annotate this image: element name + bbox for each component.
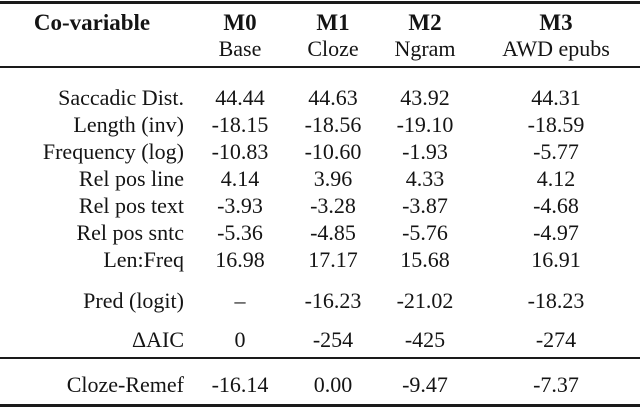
table-row-rel-pos-text: Rel pos text -3.93 -3.28 -3.87 -4.68 <box>0 192 640 219</box>
cell-value: -5.36 <box>217 220 263 245</box>
cell-value: -7.37 <box>472 358 640 407</box>
model-stats-rows: Pred (logit) – -16.23 -21.02 -18.23 ΔAIC… <box>0 273 640 359</box>
cell-value: 44.63 <box>308 85 358 110</box>
cell-value: -18.23 <box>527 288 585 313</box>
column-subtitle-m2: Ngram <box>378 36 472 68</box>
header-row-model-subtitles: Base Cloze Ngram AWD epubs <box>0 36 640 68</box>
column-header-m2: M2 <box>408 10 442 35</box>
cell-value: 4.33 <box>405 166 445 191</box>
table-header: Co-variable M0 M1 M2 M3 Base Cloze Ngram… <box>0 3 640 68</box>
column-header-m3: M3 <box>539 10 573 35</box>
cell-value: -4.68 <box>533 193 579 218</box>
row-label: Cloze-Remef <box>0 358 192 407</box>
cell-value: -3.28 <box>310 193 356 218</box>
row-label: Rel pos line <box>78 166 184 191</box>
cell-value: -254 <box>288 314 378 359</box>
cell-value: -4.85 <box>310 220 356 245</box>
cell-value: 4.12 <box>536 166 576 191</box>
table-row-length-inv: Length (inv) -18.15 -18.56 -19.10 -18.59 <box>0 111 640 138</box>
column-header-covariable: Co-variable <box>33 10 151 35</box>
cell-value: -16.14 <box>192 358 288 407</box>
cell-value: -19.10 <box>396 112 454 137</box>
row-label: ΔAIC <box>0 314 192 359</box>
table-row-pred-logit: Pred (logit) – -16.23 -21.02 -18.23 <box>0 273 640 314</box>
cell-value: 17.17 <box>308 247 358 272</box>
column-subtitle-m3: AWD epubs <box>472 36 640 68</box>
row-label: Len:Freq <box>103 247 184 272</box>
table-row-frequency-log: Frequency (log) -10.83 -10.60 -1.93 -5.7… <box>0 138 640 165</box>
table-row-saccadic-dist: Saccadic Dist. 44.44 44.63 43.92 44.31 <box>0 67 640 111</box>
spacer-cell <box>0 36 192 68</box>
cell-value: 0.00 <box>288 358 378 407</box>
cell-value: -21.02 <box>396 288 454 313</box>
cell-value: -3.87 <box>402 193 448 218</box>
table-row-delta-aic: ΔAIC 0 -254 -425 -274 <box>0 314 640 359</box>
cell-value: -18.15 <box>211 112 269 137</box>
cell-value: 16.91 <box>531 247 581 272</box>
cell-value: -274 <box>472 314 640 359</box>
row-label: Frequency (log) <box>42 139 184 164</box>
cell-value: -425 <box>378 314 472 359</box>
cell-value: -5.77 <box>533 139 579 164</box>
cell-value: -18.59 <box>527 112 585 137</box>
column-subtitle-m0: Base <box>192 36 288 68</box>
cell-value: 44.31 <box>531 85 581 110</box>
cell-value: 43.92 <box>400 85 450 110</box>
cell-value: 44.44 <box>215 85 265 110</box>
table-row-len-freq: Len:Freq 16.98 17.17 15.68 16.91 <box>0 246 640 273</box>
table-row-rel-pos-sntc: Rel pos sntc -5.36 -4.85 -5.76 -4.97 <box>0 219 640 246</box>
column-header-m1: M1 <box>316 10 350 35</box>
cell-value: -10.83 <box>211 139 269 164</box>
cell-value: -3.93 <box>217 193 263 218</box>
column-subtitle-m1: Cloze <box>288 36 378 68</box>
cell-value: -5.76 <box>402 220 448 245</box>
cloze-remef-section: Cloze-Remef -16.14 0.00 -9.47 -7.37 <box>0 358 640 407</box>
cell-value: -1.93 <box>402 139 448 164</box>
cell-value: -9.47 <box>378 358 472 407</box>
row-label: Saccadic Dist. <box>58 85 184 110</box>
cell-value: – <box>234 288 246 313</box>
cell-value: -18.56 <box>304 112 362 137</box>
row-label: Pred (logit) <box>83 288 184 313</box>
table-row-cloze-remef: Cloze-Remef -16.14 0.00 -9.47 -7.37 <box>0 358 640 407</box>
cell-value: 16.98 <box>215 247 265 272</box>
row-label: Rel pos sntc <box>76 220 184 245</box>
table-row-rel-pos-line: Rel pos line 4.14 3.96 4.33 4.12 <box>0 165 640 192</box>
cell-value: 3.96 <box>313 166 353 191</box>
row-label: Length (inv) <box>73 112 184 137</box>
column-header-m0: M0 <box>223 10 257 35</box>
row-label: Rel pos text <box>78 193 184 218</box>
cell-value: 15.68 <box>400 247 450 272</box>
cell-value: -10.60 <box>304 139 362 164</box>
cell-value: 4.14 <box>220 166 260 191</box>
cell-value: 0 <box>192 314 288 359</box>
cell-value: -16.23 <box>304 288 362 313</box>
cell-value: -4.97 <box>533 220 579 245</box>
header-row-models: Co-variable M0 M1 M2 M3 <box>0 3 640 37</box>
covariable-rows: Saccadic Dist. 44.44 44.63 43.92 44.31 L… <box>0 67 640 273</box>
